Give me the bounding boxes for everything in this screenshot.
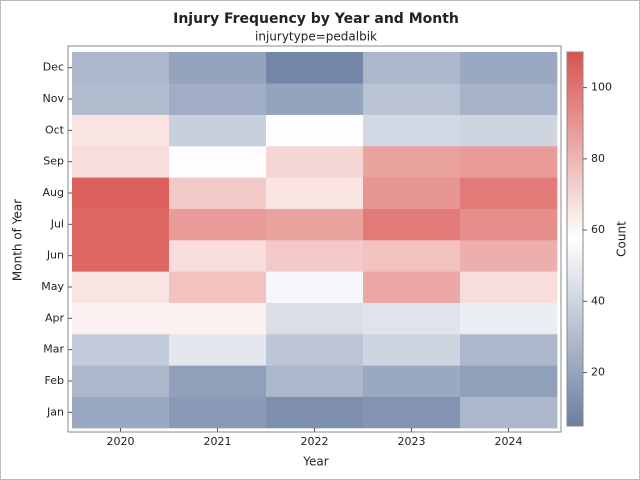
heat-cell [363,114,461,147]
heat-cell [169,52,267,84]
heat-cell [169,114,267,147]
heat-cell [363,240,461,272]
y-tick-label: Jan [46,405,64,418]
heat-cell [169,177,267,209]
heat-cell [266,396,364,429]
y-tick-label: Sep [43,155,64,168]
heat-cell [266,83,364,115]
heat-cell [72,396,170,429]
heat-cell [363,146,461,178]
heat-cell [72,52,170,84]
heat-cell [363,83,461,115]
heat-cell [266,365,364,397]
y-tick-label: Jun [46,249,64,262]
heat-cell [72,334,170,366]
heat-cell [169,83,267,115]
heat-cell [169,365,267,397]
y-tick-label: Nov [43,92,65,105]
colorbar-tick-label: 20 [591,366,605,379]
y-tick-label: Aug [43,186,64,199]
heat-cell [266,114,364,147]
heat-cell [72,146,170,178]
colorbar [566,51,584,427]
heat-cell [363,365,461,397]
x-tick-label: 2023 [398,435,426,448]
heat-cell [266,146,364,178]
heat-cell [266,240,364,272]
heat-cell [72,302,170,335]
chart-title: Injury Frequency by Year and Month [173,11,459,27]
heat-cell [460,240,558,272]
colorbar-tick-label: 100 [591,81,612,94]
y-tick-label: May [41,280,64,293]
y-tick-label: Feb [45,374,64,387]
heat-cell [363,396,461,429]
heat-cell [72,240,170,272]
heat-cell [460,365,558,397]
heat-cell [169,240,267,272]
heat-cell [460,334,558,366]
colorbar-tick-label: 60 [591,223,605,236]
heat-cell [363,334,461,366]
heat-cell [72,83,170,115]
heat-cell [460,177,558,209]
chart-subtitle: injurytype=pedalbik [255,30,377,44]
x-tick-label: 2020 [107,435,135,448]
heat-cell [169,334,267,366]
heat-cell [460,83,558,115]
heat-cell [266,271,364,303]
heat-cell [363,271,461,303]
heat-cell [72,365,170,397]
heat-cell [72,177,170,209]
heat-cell [266,208,364,241]
heat-cell [169,396,267,429]
heat-cell [363,302,461,335]
x-tick-label: 2022 [301,435,329,448]
y-tick-label: Mar [43,343,64,356]
heat-cell [363,52,461,84]
heat-cell [169,302,267,335]
y-axis-label: Month of Year [11,199,25,281]
heat-cell [169,271,267,303]
heat-cell [169,208,267,241]
heat-cell [266,334,364,366]
colorbar-label: Count [615,221,629,257]
heat-cell [460,146,558,178]
plot-frame [67,45,562,433]
heat-cell [72,114,170,147]
heat-cell [72,271,170,303]
heat-cell [363,177,461,209]
y-tick-label: Jul [50,217,64,230]
y-tick-label: Apr [45,311,65,324]
heat-cell [266,302,364,335]
heat-cell [460,114,558,147]
heat-cell [460,52,558,84]
y-tick-label: Dec [43,61,64,74]
heat-cell [266,177,364,209]
colorbar-tick-label: 40 [591,294,605,307]
heat-cell [266,52,364,84]
heat-cell [363,208,461,241]
heat-cell [460,271,558,303]
x-axis-label: Year [302,455,328,469]
y-tick-label: Oct [45,123,65,136]
heat-cell [72,208,170,241]
colorbar-tick-label: 80 [591,152,605,165]
heat-cell [460,208,558,241]
heat-cell [460,396,558,429]
x-tick-label: 2024 [495,435,523,448]
heat-cell [169,146,267,178]
heat-cell [460,302,558,335]
x-tick-label: 2021 [204,435,232,448]
